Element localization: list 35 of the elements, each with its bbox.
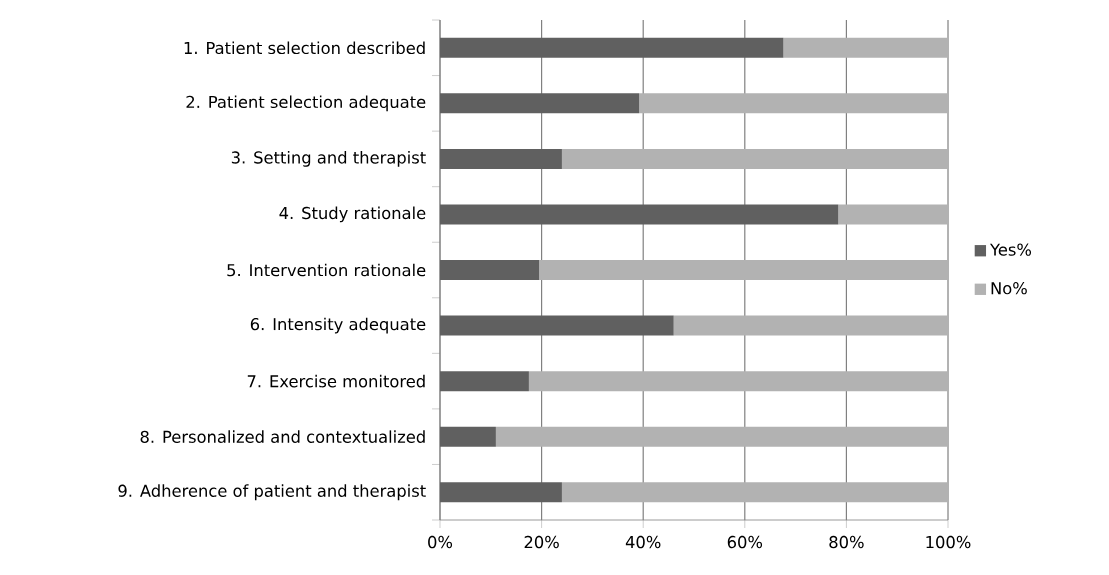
legend-label: Yes% [989,243,1032,256]
bar [561,148,949,169]
bar [838,204,949,225]
x-tick-label: 80% [829,535,864,549]
y-tick-label: 3. Setting and therapist [231,151,426,167]
bar [561,482,949,503]
bar [440,93,640,114]
y-tick-label: 4. Study rationale [279,206,426,223]
bar [440,37,784,58]
y-tick-label: 7. Exercise monitored [247,374,425,388]
bar [440,315,674,336]
bar [539,260,949,281]
x-tick-label: 40% [625,535,661,549]
bar [440,148,562,169]
bar [440,371,529,392]
bar [528,371,949,392]
bar [440,204,839,225]
y-tick-label: 1. Patient selection described [184,41,425,55]
legend-label: No% [991,282,1027,295]
x-tick-label: 60% [727,535,763,549]
y-tick-label: 5. Intervention rationale [227,263,426,277]
bar [673,315,949,336]
y-tick-label: 2. Patient selection adequate [186,95,426,112]
x-tick-label: 0% [428,535,453,549]
x-tick-label: 100% [926,535,971,549]
y-tick-label: 6. Intensity adequate [250,317,426,334]
y-tick-label: 8. Personalized and contextualized [140,430,425,443]
bar [440,426,496,447]
bar [495,426,949,447]
bar [440,260,540,281]
bar [783,37,949,58]
bar [639,93,949,114]
y-tick-label: 9. Adherence of patient and therapist [118,484,426,501]
bar [440,482,562,503]
x-tick-label: 20% [524,535,559,549]
